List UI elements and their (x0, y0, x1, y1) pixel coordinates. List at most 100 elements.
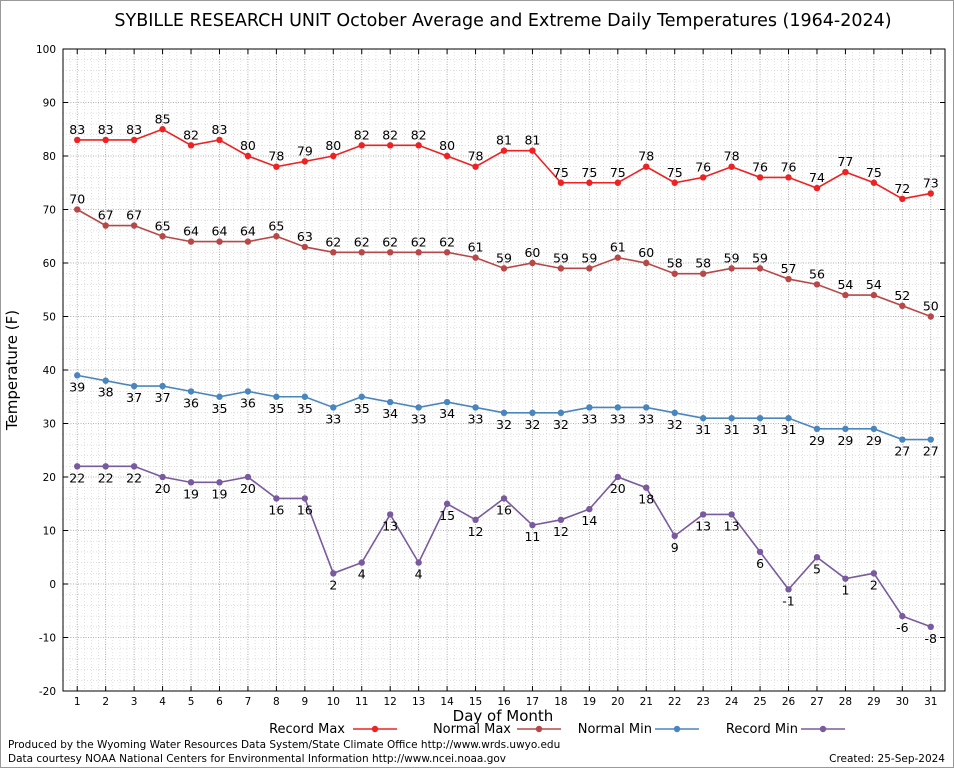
data-point (102, 463, 109, 470)
data-label: 62 (411, 234, 427, 249)
data-point (472, 163, 479, 170)
data-point (330, 249, 337, 256)
data-point (586, 505, 593, 513)
data-label: 38 (98, 385, 114, 400)
y-tick-label: 60 (43, 258, 56, 270)
data-point (74, 463, 81, 470)
data-point (785, 275, 792, 283)
data-point (273, 163, 280, 170)
data-point (927, 623, 934, 630)
data-point (244, 473, 252, 481)
data-label: 54 (837, 277, 853, 292)
data-point (899, 302, 906, 309)
data-point (813, 554, 821, 561)
data-label: 19 (183, 486, 199, 501)
data-point (614, 404, 622, 411)
data-point (756, 548, 764, 556)
data-label: 75 (553, 165, 569, 180)
data-point (671, 270, 678, 277)
legend-swatch-marker (371, 725, 379, 733)
data-point (899, 436, 906, 443)
x-tick-label: 9 (301, 696, 308, 708)
x-tick-label: 5 (188, 696, 195, 708)
x-tick-label: 12 (384, 696, 397, 708)
data-point (728, 511, 735, 518)
data-label: 62 (382, 234, 398, 249)
data-point (813, 425, 821, 433)
data-label: 31 (752, 422, 768, 437)
data-point (699, 511, 707, 518)
x-tick-label: 13 (412, 696, 425, 708)
data-label: 13 (695, 518, 711, 533)
data-point (529, 147, 536, 154)
data-point (785, 174, 792, 181)
y-tick-label: 0 (49, 579, 56, 591)
data-point (386, 398, 394, 406)
data-point (443, 500, 451, 507)
data-point (358, 559, 365, 566)
data-point (643, 259, 650, 267)
data-point (728, 163, 735, 170)
data-label: 62 (439, 234, 455, 249)
data-label: 18 (638, 492, 654, 507)
data-label: 75 (667, 165, 683, 180)
data-point (756, 414, 764, 422)
data-label: 62 (325, 234, 341, 249)
data-label: 22 (69, 470, 85, 485)
legend-swatch-marker (673, 725, 681, 733)
data-label: 60 (638, 245, 654, 260)
data-point (74, 372, 81, 379)
data-label: 80 (325, 138, 341, 153)
x-tick-label: 1 (74, 696, 81, 708)
x-tick-label: 6 (216, 696, 223, 708)
data-label: 33 (638, 411, 654, 426)
data-point (74, 206, 81, 213)
legend-label: Normal Max (433, 722, 511, 737)
series-layer: 83 83 83 85 82 83 80 78 79 80 82 82 82 80 78 81 81 75 75 75… (69, 111, 939, 646)
data-label: 12 (553, 524, 569, 539)
data-label: 75 (610, 165, 626, 180)
data-point (842, 425, 849, 433)
data-point (159, 382, 166, 390)
x-tick-label: 8 (273, 696, 280, 708)
data-label: 1 (841, 583, 849, 598)
data-point (614, 179, 622, 186)
x-tick-label: 30 (896, 696, 909, 708)
data-point (472, 254, 479, 261)
data-point (415, 559, 422, 566)
data-label: 35 (354, 401, 370, 416)
x-tick-label: 29 (867, 696, 880, 708)
legend-item-record-min: Record Min (726, 722, 845, 737)
data-point (756, 174, 764, 181)
data-label: 2 (870, 577, 878, 592)
data-point (529, 409, 536, 416)
legend-label: Record Min (726, 722, 798, 737)
data-label: 20 (610, 481, 626, 496)
x-tick-label: 16 (497, 696, 511, 708)
x-tick-label: 14 (440, 696, 454, 708)
series-normal-min: 39 38 37 37 36 35 36 35 35 33 35 34 33 34 33 32 32 32 33 33… (69, 372, 939, 459)
data-point (301, 158, 309, 165)
data-label: 78 (268, 149, 284, 164)
data-label: 78 (724, 149, 740, 164)
data-label: 27 (923, 444, 939, 459)
data-point (386, 142, 394, 149)
data-label: 36 (183, 395, 199, 410)
data-point (159, 473, 166, 481)
data-point (927, 190, 934, 197)
data-point (870, 179, 878, 186)
data-label: 32 (553, 417, 569, 432)
data-label: 33 (325, 411, 341, 426)
data-label: 34 (439, 406, 455, 421)
data-label: 35 (268, 401, 284, 416)
data-point (813, 184, 821, 192)
data-point (244, 238, 252, 245)
x-tick-label: 22 (668, 696, 681, 708)
data-point (671, 532, 678, 540)
data-point (586, 265, 593, 272)
data-label: 72 (894, 181, 910, 196)
data-point (130, 136, 138, 144)
data-label: 15 (439, 508, 455, 523)
data-label: 4 (415, 567, 423, 582)
